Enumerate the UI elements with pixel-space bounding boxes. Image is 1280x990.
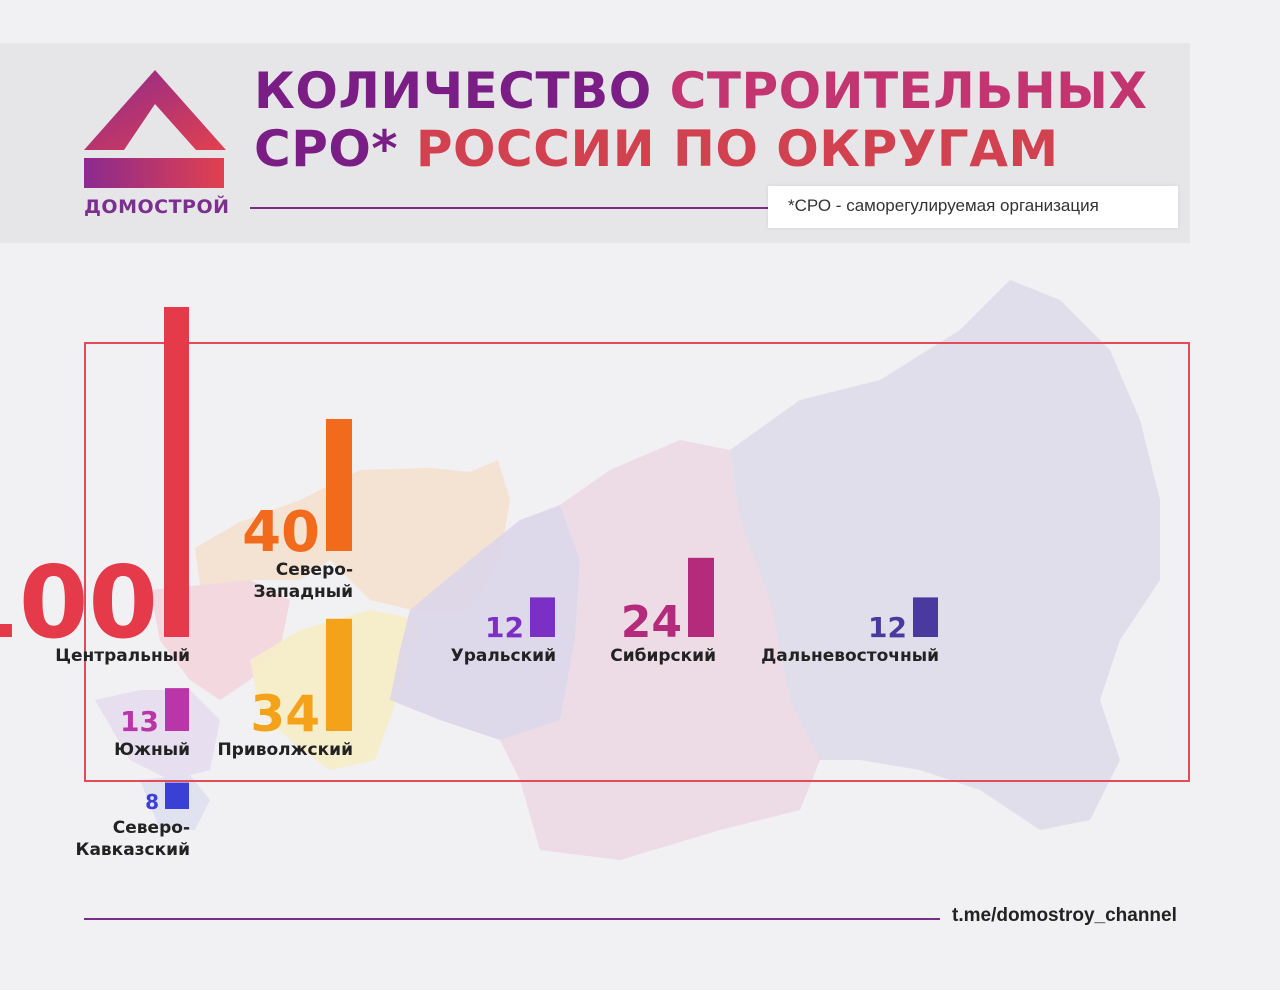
bar-2 [326,419,352,551]
map-region-northwest [195,460,510,612]
page-title: КОЛИЧЕСТВО СТРОИТЕЛЬНЫХ СРО* РОССИИ ПО О… [254,62,1148,178]
bar-5-category-label: Кавказский [76,840,190,860]
bar-1-category-label: Центральный [55,646,190,666]
bar-6-category-label: Уральский [451,646,556,666]
map-region-ural [390,505,580,740]
footnote-box: *СРО - саморегулируемая организация [768,186,1178,228]
bar-3-value-label: 34 [250,685,320,743]
bar-7-category-label: Сибирский [610,646,716,666]
bar-6 [530,597,555,637]
bar-5-category-label: Северо- [113,818,190,838]
bar-4-category-label: Южный [114,740,190,760]
bar-2-value-label: 40 [242,500,320,565]
bar-1 [164,307,189,637]
bar-8-value-label: 12 [868,611,907,644]
footer-divider [84,918,940,920]
map-region-siberia [500,440,820,860]
bar-1-value-label: 100 [0,544,158,661]
map-region-far-east [730,280,1160,830]
bar-5 [165,782,189,809]
bar-3-category-label: Приволжский [217,740,353,760]
bar-7-value-label: 24 [621,597,682,648]
bar-4-value-label: 13 [120,705,159,738]
domostroy-logo [84,70,226,188]
bar-4 [165,688,189,731]
bar-7 [688,557,714,637]
bar-8-category-label: Дальневосточный [761,646,939,666]
bar-5-value-label: 8 [145,790,159,814]
bar-3 [326,618,352,731]
map-frame [84,342,1190,782]
logo-text: ДОМОСТРОЙ [84,196,230,218]
bar-2-category-label: Северо- [276,560,353,580]
header-divider [250,207,770,209]
channel-link[interactable]: t.me/domostroy_channel [952,905,1177,926]
footnote: *СРО - саморегулируемая организация [788,196,1099,215]
bar-2-category-label: Западный [253,582,353,602]
bar-8 [913,597,938,637]
bar-6-value-label: 12 [485,611,524,644]
